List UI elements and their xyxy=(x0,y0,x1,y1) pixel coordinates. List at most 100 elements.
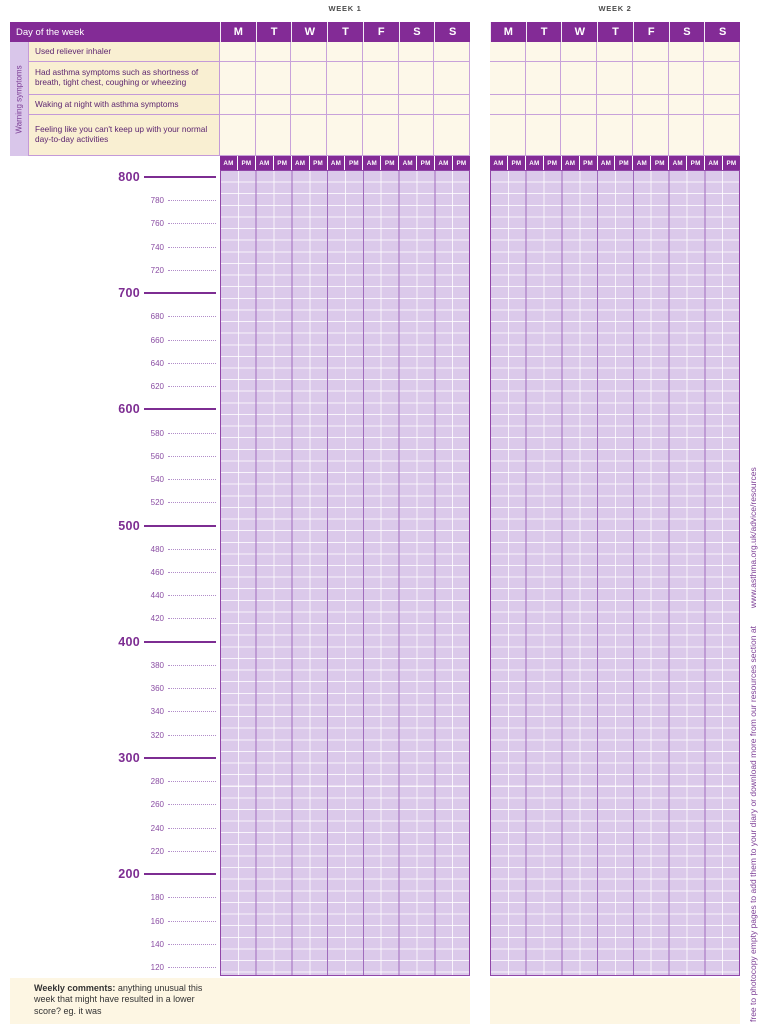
scale-label-row: 340 xyxy=(130,705,216,717)
symptom-day-cell[interactable] xyxy=(362,115,399,156)
symptom-day-cell[interactable] xyxy=(220,42,256,62)
scale-label-row: 480 xyxy=(130,543,216,555)
symptom-day-cell[interactable] xyxy=(668,115,705,156)
scale-value: 480 xyxy=(150,544,164,554)
symptom-day-cell[interactable] xyxy=(362,95,399,115)
symptom-day-cell[interactable] xyxy=(561,115,598,156)
symptom-label: Feeling like you can't keep up with your… xyxy=(28,115,220,156)
day-header-cell: M xyxy=(490,22,526,42)
symptom-day-cell[interactable] xyxy=(525,95,562,115)
day-header-cell: S xyxy=(704,22,740,42)
scale-value: 140 xyxy=(150,939,164,949)
symptom-day-cell[interactable] xyxy=(632,115,669,156)
symptom-day-cell[interactable] xyxy=(327,95,363,115)
scale-label-row: 300 xyxy=(98,749,216,767)
symptom-day-cell[interactable] xyxy=(398,115,435,156)
symptom-day-cell[interactable] xyxy=(220,95,256,115)
symptom-day-cell[interactable] xyxy=(632,62,669,95)
symptom-day-cell[interactable] xyxy=(291,95,328,115)
scale-value: 640 xyxy=(150,358,164,368)
symptom-day-cell[interactable] xyxy=(525,62,562,95)
symptom-day-cell[interactable] xyxy=(291,115,328,156)
symptom-day-cell[interactable] xyxy=(597,115,633,156)
am-cell: AM xyxy=(327,156,345,170)
symptom-day-cell[interactable] xyxy=(490,42,526,62)
scale-value: 720 xyxy=(150,265,164,275)
scale-value: 420 xyxy=(150,613,164,623)
pm-cell: PM xyxy=(381,156,399,170)
symptom-day-cell[interactable] xyxy=(327,115,363,156)
scale-leader-line xyxy=(168,734,216,736)
weekly-comments-lead: Weekly comments: xyxy=(34,983,116,993)
pm-cell: PM xyxy=(237,156,255,170)
scale-leader-line xyxy=(168,385,216,387)
symptom-day-cell[interactable] xyxy=(561,42,598,62)
symptom-day-cell[interactable] xyxy=(561,95,598,115)
scale-label-row: 700 xyxy=(98,284,216,302)
symptom-day-cell[interactable] xyxy=(362,42,399,62)
symptom-day-cell[interactable] xyxy=(668,95,705,115)
symptom-day-cell[interactable] xyxy=(490,95,526,115)
spacer xyxy=(753,608,754,626)
scale-label-row: 280 xyxy=(130,775,216,787)
symptom-day-cell[interactable] xyxy=(220,62,256,95)
scale-value: 300 xyxy=(118,751,140,765)
symptom-day-cell[interactable] xyxy=(434,42,471,62)
am-cell: AM xyxy=(435,156,452,170)
symptom-day-cell[interactable] xyxy=(434,115,471,156)
weekly-comments-area-week1[interactable] xyxy=(220,978,470,1024)
symptom-day-cell[interactable] xyxy=(255,115,292,156)
symptom-day-cell[interactable] xyxy=(704,62,741,95)
scale-leader-line xyxy=(168,896,216,898)
symptom-day-cell[interactable] xyxy=(490,115,526,156)
symptom-day-cell[interactable] xyxy=(561,62,598,95)
scale-label-row: 660 xyxy=(130,334,216,346)
symptom-day-cell[interactable] xyxy=(255,62,292,95)
symptom-day-cell[interactable] xyxy=(704,42,741,62)
symptom-day-cell[interactable] xyxy=(597,95,633,115)
peak-flow-grid-week1[interactable] xyxy=(220,170,470,976)
symptom-day-cell[interactable] xyxy=(434,62,471,95)
symptom-day-cell[interactable] xyxy=(255,95,292,115)
weekly-comments-area-week2[interactable] xyxy=(490,978,740,1024)
symptom-day-cell[interactable] xyxy=(398,62,435,95)
symptom-day-cell[interactable] xyxy=(632,42,669,62)
pm-cell: PM xyxy=(273,156,291,170)
scale-leader-line xyxy=(168,571,216,573)
symptom-day-cell[interactable] xyxy=(327,42,363,62)
symptom-day-cell[interactable] xyxy=(632,95,669,115)
day-header-cell: W xyxy=(291,22,327,42)
symptom-day-cell[interactable] xyxy=(525,42,562,62)
scale-value: 760 xyxy=(150,218,164,228)
symptom-day-cell[interactable] xyxy=(434,95,471,115)
symptom-day-cell[interactable] xyxy=(398,95,435,115)
symptom-day-cell[interactable] xyxy=(220,115,256,156)
symptom-day-cell[interactable] xyxy=(291,62,328,95)
scale-leader-line xyxy=(144,292,216,294)
symptom-day-cell[interactable] xyxy=(597,62,633,95)
symptom-day-cell[interactable] xyxy=(668,42,705,62)
peak-flow-grid-week2[interactable] xyxy=(490,170,740,976)
weekly-comments-text: anything unusual this week that might ha… xyxy=(34,983,203,1016)
symptom-day-cell[interactable] xyxy=(704,115,741,156)
symptom-day-cell[interactable] xyxy=(398,42,435,62)
week1-title: WEEK 1 xyxy=(328,4,362,13)
symptom-day-cell[interactable] xyxy=(668,62,705,95)
symptom-day-cell[interactable] xyxy=(525,115,562,156)
symptom-day-cell[interactable] xyxy=(327,62,363,95)
scale-value: 360 xyxy=(150,683,164,693)
symptom-day-cell[interactable] xyxy=(255,42,292,62)
am-cell: AM xyxy=(705,156,722,170)
symptom-day-cell[interactable] xyxy=(490,62,526,95)
symptom-day-cell[interactable] xyxy=(291,42,328,62)
pm-cell: PM xyxy=(543,156,561,170)
scale-label-row: 200 xyxy=(98,865,216,883)
am-cell: AM xyxy=(525,156,543,170)
scale-value: 620 xyxy=(150,381,164,391)
symptom-day-cell[interactable] xyxy=(597,42,633,62)
day-of-week-label: Day of the week xyxy=(16,26,85,38)
symptom-day-cell[interactable] xyxy=(362,62,399,95)
symptom-day-cell[interactable] xyxy=(704,95,741,115)
